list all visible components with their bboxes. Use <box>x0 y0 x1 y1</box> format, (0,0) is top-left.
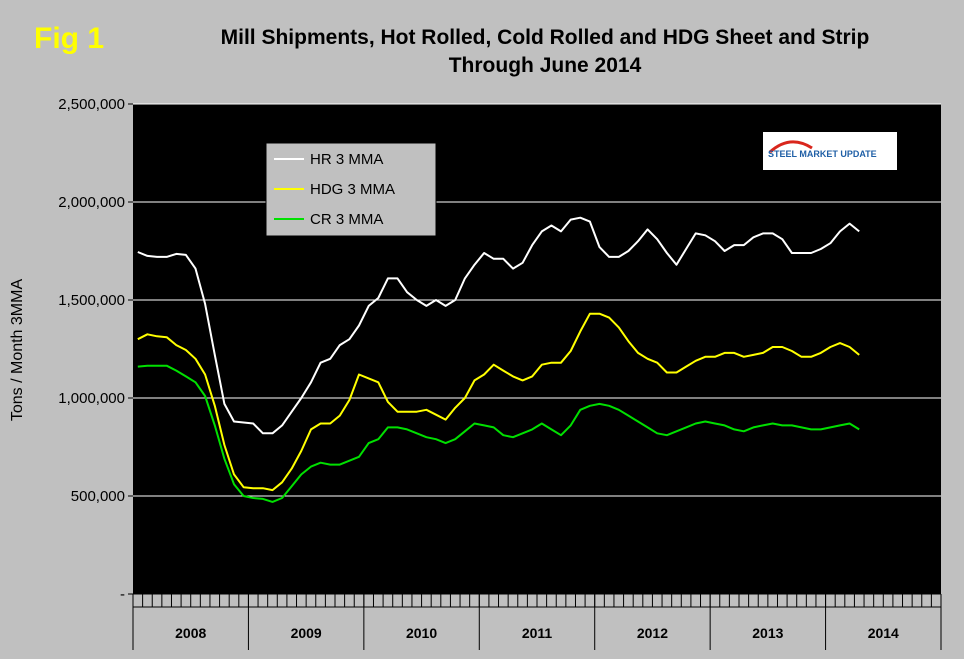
y-tick-label: - <box>120 586 125 603</box>
x-year-label: 2012 <box>637 625 668 641</box>
x-axis: 2008 2009 2010 2011 2012 2013 2014 <box>132 593 942 650</box>
x-year-label: 2014 <box>868 625 899 641</box>
series-line-hdg <box>137 312 860 492</box>
steel-market-update-logo: STEEL MARKET UPDATE <box>763 132 897 170</box>
y-axis-label: Tons / Month 3MMA <box>9 279 26 422</box>
x-year-label: 2009 <box>291 625 322 641</box>
y-tick-label: 1,000,000 <box>58 390 125 407</box>
legend-label-cr: CR 3 MMA <box>310 211 383 228</box>
legend: HR 3 MMA HDG 3 MMA CR 3 MMA <box>265 142 437 237</box>
logo-box <box>763 132 897 170</box>
x-year-label: 2008 <box>175 625 206 641</box>
logo-swoosh-icon <box>768 140 813 154</box>
plot-area <box>133 104 941 594</box>
x-year-label: 2011 <box>522 625 553 641</box>
x-year-label: 2010 <box>406 625 437 641</box>
y-tick-label: 2,000,000 <box>58 194 125 211</box>
y-tick-label: 1,500,000 <box>58 292 125 309</box>
chart-title-line-2: Through June 2014 <box>448 54 642 77</box>
chart-title: Mill Shipments, Hot Rolled, Cold Rolled … <box>150 24 940 80</box>
logo-text: STEEL MARKET UPDATE <box>768 149 877 159</box>
figure-label: Fig 1 <box>34 22 105 55</box>
legend-label-hdg: HDG 3 MMA <box>310 181 395 198</box>
series-line-hr <box>137 216 860 435</box>
series-lines <box>137 216 860 503</box>
series-line-cr <box>137 364 860 503</box>
gridlines <box>133 103 941 497</box>
legend-label-hr: HR 3 MMA <box>310 151 383 168</box>
x-year-label: 2013 <box>752 625 783 641</box>
chart-title-line-1: Mill Shipments, Hot Rolled, Cold Rolled … <box>220 26 870 49</box>
y-axis-ticks: - 500,000 1,000,000 1,500,000 2,000,000 2,500… <box>58 96 133 603</box>
y-tick-label: 2,500,000 <box>58 96 125 113</box>
y-tick-label: 500,000 <box>71 488 125 505</box>
